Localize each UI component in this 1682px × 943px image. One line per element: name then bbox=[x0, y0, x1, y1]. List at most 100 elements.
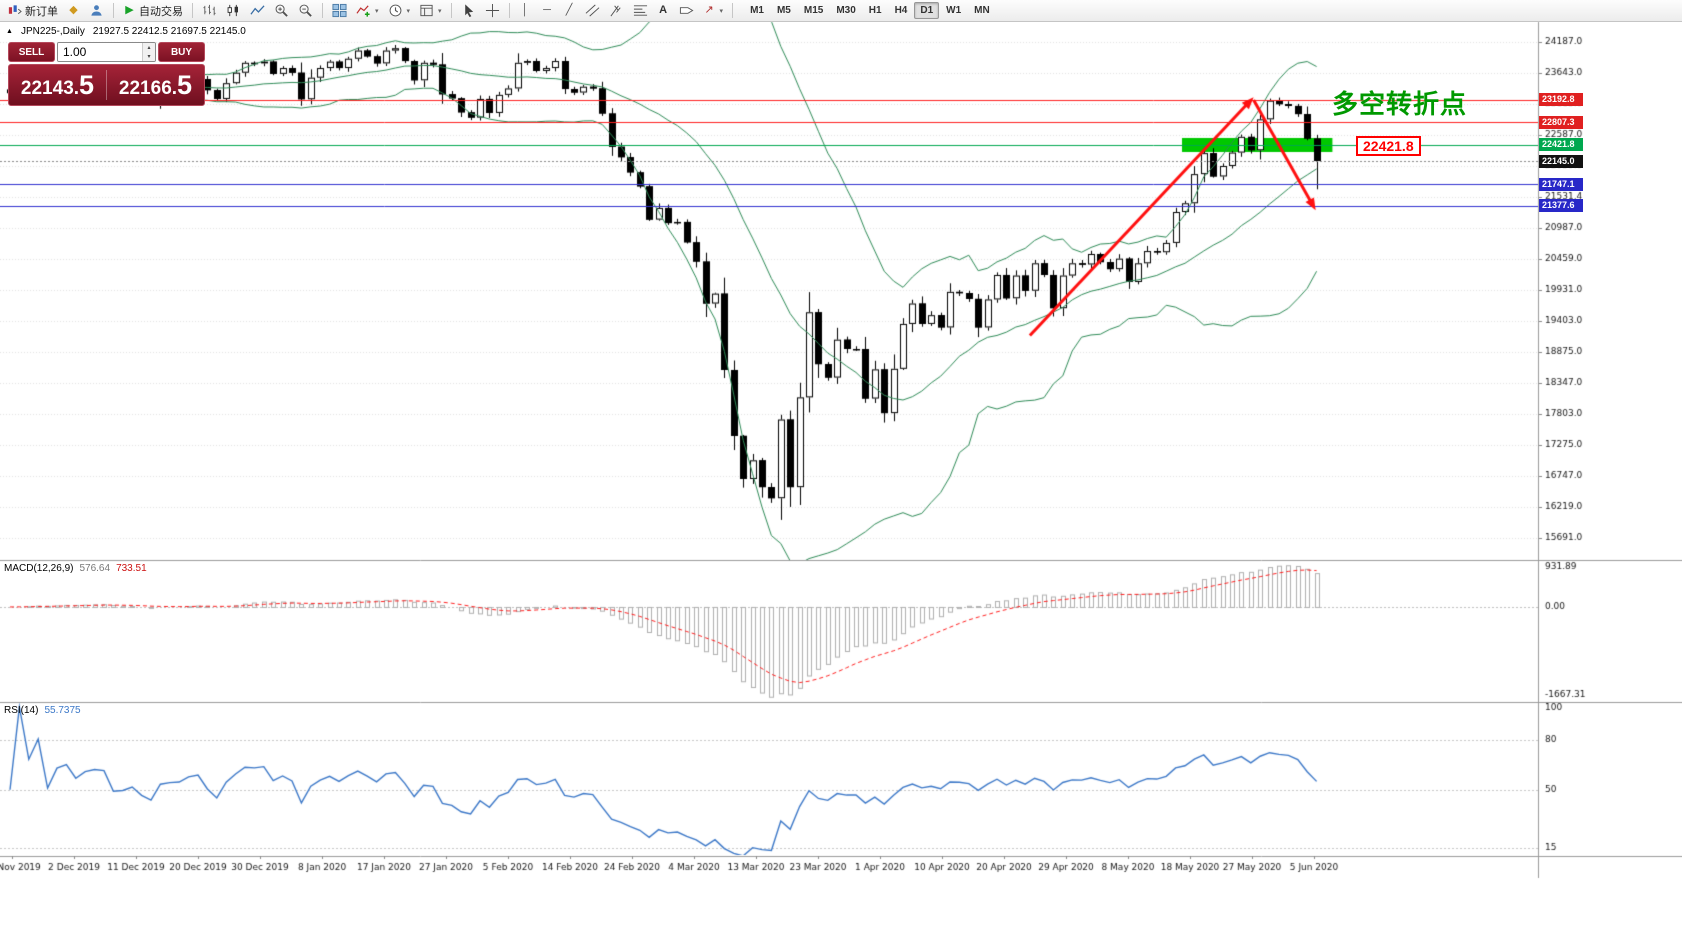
volume-input[interactable] bbox=[58, 43, 142, 61]
tile-windows-icon bbox=[332, 3, 347, 18]
price-tag-23192.8[interactable]: 23192.8 bbox=[1539, 93, 1583, 107]
bar-chart-button[interactable] bbox=[198, 1, 221, 20]
symbol-period-label: JPN225-,Daily bbox=[20, 26, 85, 37]
pitchfork-icon bbox=[610, 5, 621, 17]
sell-button[interactable]: SELL bbox=[8, 42, 55, 62]
chart-header: ▲ JPN225-,Daily 21927.5 22412.5 21697.5 … bbox=[6, 26, 246, 37]
bid-price[interactable]: 22143.5 bbox=[9, 70, 106, 101]
timeframe-m15-button[interactable]: M15 bbox=[798, 2, 829, 19]
bid-ask-panel: 22143.5 22166.5 bbox=[8, 64, 205, 106]
volume-field: ▴ ▾ bbox=[57, 42, 156, 62]
candlestick-chart-icon bbox=[227, 4, 238, 17]
timeframe-mn-button[interactable]: MN bbox=[968, 2, 996, 19]
timeframe-toolbar: M1 M5 M15 M30 H1 H4 D1 W1 MN bbox=[744, 2, 996, 19]
cursor-icon bbox=[464, 4, 473, 18]
volume-spinner: ▴ ▾ bbox=[142, 43, 155, 61]
zoom-out-button[interactable] bbox=[294, 1, 317, 20]
autotrading-label: 自动交易 bbox=[139, 5, 183, 18]
price-tag-22421.8[interactable]: 22421.8 bbox=[1539, 138, 1583, 152]
timeframe-d1-button[interactable]: D1 bbox=[914, 2, 940, 19]
crosshair-icon bbox=[485, 3, 499, 18]
tile-windows-button[interactable] bbox=[328, 1, 351, 20]
dropdown-caret-icon: ▾ bbox=[406, 7, 411, 15]
trendline-button[interactable]: ╱ bbox=[559, 1, 580, 20]
arrows-button[interactable]: ↗ ▾ bbox=[699, 1, 728, 20]
periods-button[interactable]: ▾ bbox=[384, 1, 415, 20]
crosshair-button[interactable] bbox=[481, 1, 504, 20]
macd-label: MACD(12,26,9) 576.64 733.51 bbox=[4, 563, 147, 574]
label-button[interactable] bbox=[675, 1, 698, 20]
zoom-in-button[interactable] bbox=[270, 1, 293, 20]
line-chart-button[interactable] bbox=[246, 1, 269, 20]
new-order-icon bbox=[8, 5, 22, 15]
arrows-tool-icon: ↗ bbox=[704, 4, 714, 16]
timeframe-h1-button[interactable]: H1 bbox=[863, 2, 888, 19]
macd-value-signal: 733.51 bbox=[116, 563, 147, 574]
bar-chart-icon bbox=[203, 4, 216, 16]
cursor-button[interactable] bbox=[457, 1, 480, 20]
timeframe-m5-button[interactable]: M5 bbox=[771, 2, 797, 19]
templates-button[interactable]: ▾ bbox=[415, 1, 446, 20]
new-order-label: 新订单 bbox=[25, 5, 58, 18]
vertical-line-icon: │ bbox=[521, 4, 529, 16]
horizontal-line-button[interactable]: ─ bbox=[537, 1, 558, 20]
text-button[interactable]: A bbox=[653, 1, 674, 20]
toolbar-separator bbox=[450, 3, 452, 18]
channel-button[interactable] bbox=[581, 1, 604, 20]
template-icon bbox=[420, 4, 433, 17]
new-order-button[interactable]: 新订单 bbox=[3, 1, 62, 20]
label-tag-icon bbox=[679, 7, 694, 14]
channel-icon bbox=[585, 4, 599, 17]
main-toolbar: 新订单 ◆ ▶ 自动交易 bbox=[0, 0, 1682, 22]
trendline-icon: ╱ bbox=[565, 4, 573, 16]
buy-button[interactable]: BUY bbox=[158, 42, 205, 62]
turning-point-annotation[interactable]: 多空转折点 bbox=[1332, 90, 1468, 120]
autotrading-button[interactable]: ▶ 自动交易 bbox=[119, 1, 187, 20]
timeframe-m1-button[interactable]: M1 bbox=[744, 2, 770, 19]
timeframe-w1-button[interactable]: W1 bbox=[940, 2, 967, 19]
bid-fraction-digit: 5 bbox=[79, 69, 95, 100]
toolbar-separator bbox=[192, 3, 193, 18]
zoom-in-icon bbox=[275, 4, 288, 17]
indicators-button[interactable]: ▾ bbox=[352, 1, 383, 20]
person-icon bbox=[91, 5, 102, 16]
timeframe-m30-button[interactable]: M30 bbox=[830, 2, 861, 19]
community-button[interactable] bbox=[85, 1, 108, 20]
one-click-trading-panel: SELL ▴ ▾ BUY 22143.5 22166.5 bbox=[8, 42, 205, 106]
mql5-button[interactable]: ◆ bbox=[63, 1, 84, 20]
price-tag-21747.1[interactable]: 21747.1 bbox=[1539, 177, 1583, 191]
bid-main-digits: 22143. bbox=[20, 77, 80, 99]
macd-value-main: 576.64 bbox=[79, 563, 111, 574]
autotrading-play-icon: ▶ bbox=[125, 4, 134, 16]
price-tag-22807.3[interactable]: 22807.3 bbox=[1539, 115, 1583, 129]
vertical-line-button[interactable]: │ bbox=[515, 1, 536, 20]
dropdown-caret-icon: ▾ bbox=[719, 7, 724, 15]
ask-main-digits: 22166. bbox=[118, 77, 178, 99]
price-tag-21377.6[interactable]: 21377.6 bbox=[1539, 199, 1583, 213]
ohlc-readout: 21927.5 22412.5 21697.5 22145.0 bbox=[92, 26, 246, 37]
price-label-box[interactable]: 22421.8 bbox=[1356, 136, 1421, 156]
bid-ask-divider bbox=[106, 70, 107, 100]
expand-arrow-icon[interactable]: ▲ bbox=[6, 28, 13, 35]
timeframe-h4-button[interactable]: H4 bbox=[889, 2, 914, 19]
rsi-name: RSI(14) bbox=[4, 705, 39, 716]
ask-fraction-digit: 5 bbox=[177, 69, 193, 100]
price-tag-22145.0[interactable]: 22145.0 bbox=[1539, 154, 1583, 168]
volume-increase-button[interactable]: ▴ bbox=[143, 43, 155, 52]
candlestick-chart-button[interactable] bbox=[222, 1, 245, 20]
volume-decrease-button[interactable]: ▾ bbox=[143, 52, 155, 61]
horizontal-line-icon: ─ bbox=[543, 4, 551, 16]
order-controls-row: SELL ▴ ▾ BUY bbox=[8, 42, 205, 62]
text-tool-icon: A bbox=[659, 4, 668, 16]
fibonacci-button[interactable] bbox=[629, 1, 652, 20]
macd-name: MACD(12,26,9) bbox=[4, 563, 74, 574]
toolbar-separator bbox=[732, 3, 734, 18]
zoom-out-icon bbox=[299, 4, 312, 17]
dropdown-caret-icon: ▾ bbox=[438, 7, 442, 15]
pitchfork-button[interactable] bbox=[605, 1, 628, 20]
indicators-icon bbox=[356, 5, 370, 17]
ask-price[interactable]: 22166.5 bbox=[107, 70, 204, 101]
